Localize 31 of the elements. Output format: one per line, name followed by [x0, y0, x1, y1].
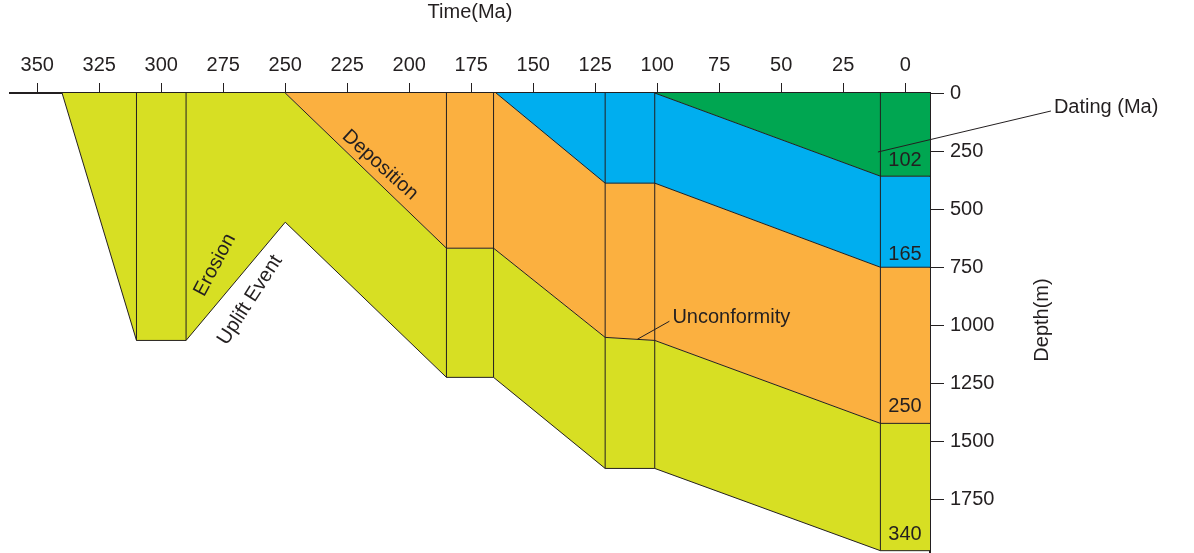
y-tick-label: 750 — [950, 254, 984, 277]
y-axis-title: Depth(m) — [1029, 278, 1052, 362]
annotation: 250 — [888, 393, 922, 416]
x-tick-label: 25 — [832, 52, 855, 75]
y-tick-label: 1000 — [950, 312, 995, 335]
y-tick-label: 1750 — [950, 487, 995, 510]
y-tick-label: 500 — [950, 196, 984, 219]
y-tick-label: 1250 — [950, 370, 995, 393]
y-tick-label: 250 — [950, 138, 984, 161]
x-tick-label: 175 — [454, 52, 488, 75]
x-tick-label: 325 — [82, 52, 116, 75]
y-tick-label: 0 — [950, 80, 962, 103]
x-tick-label: 150 — [516, 52, 550, 75]
x-tick-label: 100 — [640, 52, 674, 75]
x-tick-label: 200 — [392, 52, 426, 75]
annotation: Unconformity — [672, 304, 791, 327]
x-tick-label: 0 — [899, 52, 911, 75]
x-tick-label: 350 — [20, 52, 54, 75]
x-axis-title: Time(Ma) — [427, 0, 513, 22]
x-tick-label: 50 — [770, 52, 793, 75]
x-tick-label: 125 — [578, 52, 612, 75]
annotation: 340 — [888, 521, 922, 544]
x-tick-label: 250 — [268, 52, 302, 75]
x-tick-label: 225 — [330, 52, 364, 75]
x-tick-label: 275 — [206, 52, 240, 75]
y-tick-label: 1500 — [950, 429, 995, 451]
annotation: 165 — [888, 241, 922, 264]
annotation: Dating (Ma) — [1053, 94, 1159, 117]
x-tick-label: 75 — [708, 52, 731, 75]
x-tick-label: 300 — [144, 52, 178, 75]
annotation: 102 — [888, 147, 922, 170]
